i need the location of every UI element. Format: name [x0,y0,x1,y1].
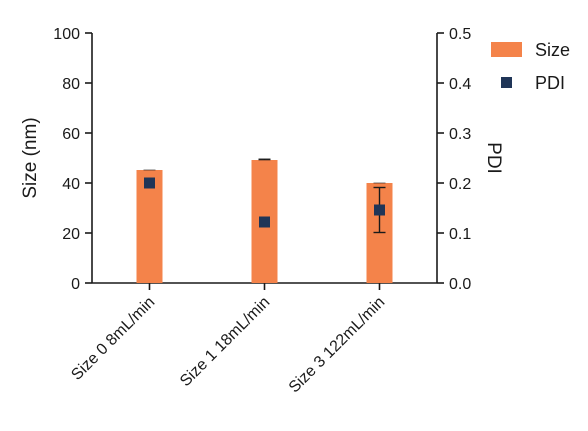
pdi-point [259,216,270,228]
right-tick-label: 0.1 [449,226,471,243]
x-tick-label: Size 3 122mL/min [286,294,389,397]
points-group [144,177,386,234]
pdi-point [144,177,155,189]
x-tick-label: Size 0 8mL/min [68,294,158,384]
left-tick-label: 80 [62,76,80,93]
left-tick-label: 20 [62,226,80,243]
right-tick-label: 0.3 [449,126,471,143]
y-axis-title: Size (nm) [20,117,41,198]
right-tick-label: 0.0 [449,276,471,293]
right-tick-label: 0.2 [449,176,471,193]
legend: Size PDI [491,40,570,93]
legend-swatch-size [491,42,522,57]
left-tick-label: 0 [71,276,80,293]
right-tick-label: 0.5 [449,26,471,43]
right-tick-label: 0.4 [449,76,471,93]
y2-axis-title: PDI [483,142,504,174]
bar [136,170,163,283]
legend-label-size: Size [535,40,570,60]
left-tick-label: 40 [62,176,80,193]
left-tick-label: 100 [53,26,80,43]
pdi-point [374,204,385,216]
legend-swatch-pdi [501,77,512,88]
x-tick-label: Size 1 18mL/min [177,294,273,390]
legend-label-pdi: PDI [535,73,565,93]
left-tick-label: 60 [62,126,80,143]
